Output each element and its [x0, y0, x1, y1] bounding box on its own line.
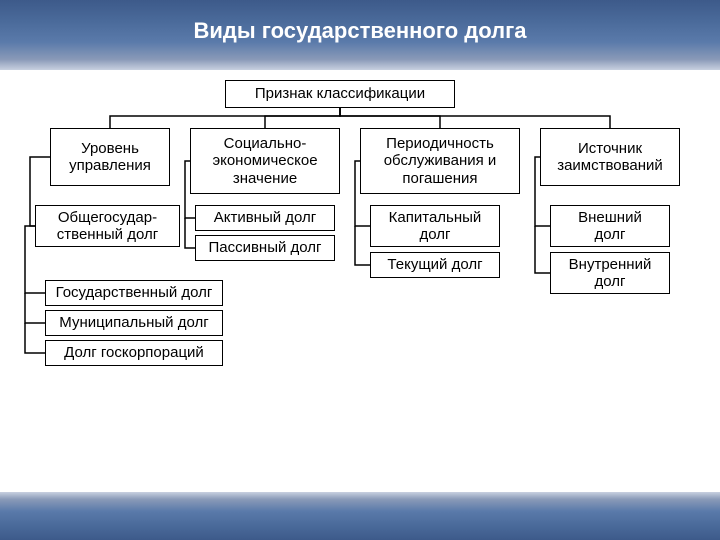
- edge-c1a-c1c: [25, 293, 45, 323]
- edge-root-cat2: [265, 108, 340, 128]
- node-cat2: Социально-экономическоезначение: [190, 128, 340, 194]
- edge-cat3-c3b: [355, 226, 370, 265]
- node-c3b: Текущий долг: [370, 252, 500, 278]
- edge-cat4-c4b: [535, 226, 550, 273]
- node-c4b: Внутреннийдолг: [550, 252, 670, 294]
- node-cat3: Периодичностьобслуживания ипогашения: [360, 128, 520, 194]
- slide-title: Виды государственного долга: [193, 18, 526, 44]
- edge-root-cat4: [340, 108, 610, 128]
- node-c4a: Внешнийдолг: [550, 205, 670, 247]
- node-c1a: Общегосудар-ственный долг: [35, 205, 180, 247]
- node-cat4: Источникзаимствований: [540, 128, 680, 186]
- node-c1d: Долг госкорпораций: [45, 340, 223, 366]
- edge-cat2-c2b: [185, 218, 195, 248]
- node-c2b: Пассивный долг: [195, 235, 335, 261]
- node-c2a: Активный долг: [195, 205, 335, 231]
- node-cat1: Уровень управления: [50, 128, 170, 186]
- edge-c1a-c1d: [25, 323, 45, 353]
- node-root: Признак классификации: [225, 80, 455, 108]
- edge-root-cat3: [340, 108, 440, 128]
- node-c1b: Государственный долг: [45, 280, 223, 306]
- header-band: Виды государственного долга: [0, 0, 720, 70]
- node-c1c: Муниципальный долг: [45, 310, 223, 336]
- classification-diagram: Признак классификации Уровень управления С…: [20, 80, 700, 490]
- node-c3a: Капитальныйдолг: [370, 205, 500, 247]
- footer-band: [0, 492, 720, 540]
- edge-root-cat1: [110, 108, 340, 128]
